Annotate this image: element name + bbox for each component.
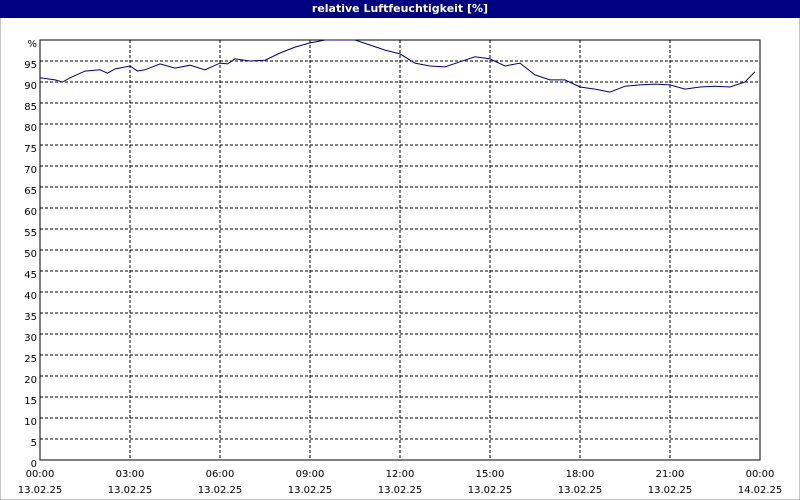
y-tick-label: 85	[24, 102, 37, 113]
y-tick-label: %	[27, 39, 37, 50]
y-tick-label: 65	[24, 186, 37, 197]
x-tick-label: 00:00	[26, 469, 55, 480]
x-tick-label: 00:00	[746, 469, 775, 480]
y-tick-label: 35	[24, 312, 37, 323]
x-tick-label: 14.02.25	[738, 485, 783, 496]
data-line	[39, 39, 756, 93]
x-tick-label: 03:00	[116, 469, 145, 480]
y-tick-label: 95	[24, 60, 37, 71]
x-tick-label: 09:00	[296, 469, 325, 480]
x-tick-label: 18:00	[566, 469, 595, 480]
x-tick-label: 13.02.25	[378, 485, 423, 496]
x-tick-label: 13.02.25	[468, 485, 513, 496]
x-tick-label: 13.02.25	[558, 485, 603, 496]
x-tick-label: 15:00	[476, 469, 505, 480]
y-tick-label: 75	[24, 144, 37, 155]
y-tick-label: 60	[24, 207, 37, 218]
chart-title: relative Luftfeuchtigkeit [%]	[312, 2, 488, 15]
x-tick-label: 13.02.25	[198, 485, 243, 496]
x-tick-label: 06:00	[206, 469, 235, 480]
y-tick-label: 50	[24, 249, 37, 260]
y-tick-label: 80	[24, 123, 37, 134]
x-tick-label: 21:00	[656, 469, 685, 480]
y-tick-label: 15	[24, 396, 37, 407]
y-tick-label: 70	[24, 165, 37, 176]
title-bar	[0, 0, 800, 18]
y-tick-label: 10	[24, 417, 37, 428]
y-tick-label: 40	[24, 291, 37, 302]
y-tick-label: 55	[24, 228, 37, 239]
y-tick-label: 90	[24, 81, 37, 92]
x-tick-label: 13.02.25	[108, 485, 153, 496]
plot-border	[39, 39, 761, 461]
x-tick-label: 13.02.25	[18, 485, 63, 496]
y-tick-label: 30	[24, 333, 37, 344]
y-tick-label: 45	[24, 270, 37, 281]
y-tick-label: 5	[31, 438, 37, 449]
y-tick-label: 25	[24, 354, 37, 365]
x-tick-label: 13.02.25	[648, 485, 693, 496]
x-tick-label: 12:00	[386, 469, 415, 480]
y-tick-label: 0	[31, 459, 37, 470]
x-tick-label: 13.02.25	[288, 485, 333, 496]
y-tick-label: 20	[24, 375, 37, 386]
